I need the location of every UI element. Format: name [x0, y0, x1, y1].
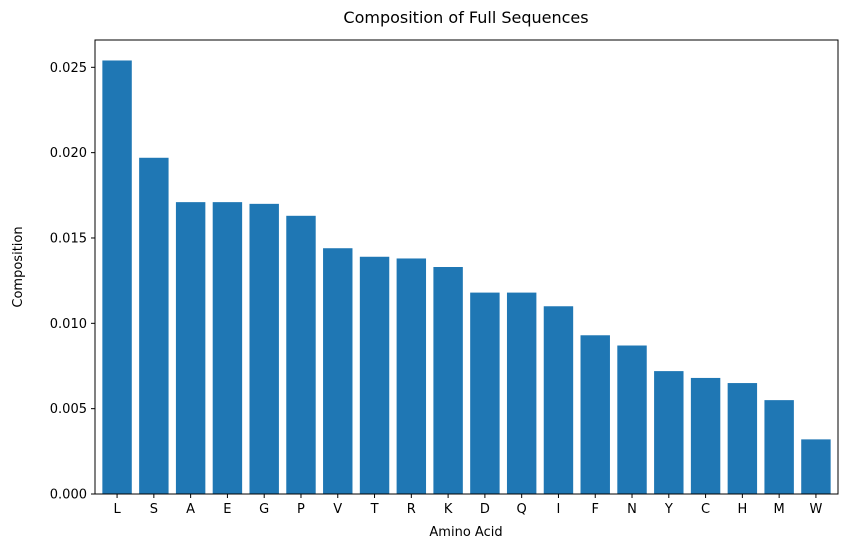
chart-title: Composition of Full Sequences — [343, 8, 588, 27]
y-tick-label: 0.025 — [50, 61, 87, 76]
bar-E — [212, 202, 243, 494]
bar-N — [617, 345, 647, 494]
y-tick-label: 0.000 — [50, 488, 87, 503]
x-tick-label: V — [333, 502, 342, 517]
bar-R — [396, 258, 427, 494]
x-tick-label: Q — [517, 502, 527, 517]
bar-M — [764, 400, 794, 494]
bar-V — [323, 248, 353, 494]
bar-K — [433, 267, 463, 494]
x-tick-label: H — [737, 502, 747, 517]
x-tick-label: S — [150, 502, 158, 517]
bar-D — [470, 292, 500, 494]
x-tick-label: P — [297, 502, 305, 517]
y-tick-label: 0.020 — [50, 146, 87, 161]
bar-C — [690, 377, 721, 494]
y-tick-group: 0.000 0.005 0.010 0.015 0.020 0.025 — [50, 61, 95, 503]
x-tick-label: L — [113, 502, 121, 517]
bar-F — [580, 335, 610, 494]
x-tick-label: A — [186, 502, 195, 517]
bar-I — [543, 306, 574, 494]
bar-G — [249, 203, 279, 494]
y-tick-label: 0.015 — [50, 231, 87, 246]
x-tick-label: I — [557, 502, 561, 517]
bars-group — [102, 60, 831, 495]
x-tick-label: T — [370, 502, 379, 517]
bar-L — [102, 60, 132, 494]
x-tick-label: Y — [664, 502, 673, 517]
x-tick-label: W — [810, 502, 823, 517]
x-tick-label: E — [223, 502, 231, 517]
y-axis-label: Composition — [11, 226, 26, 307]
x-tick-label: M — [774, 502, 785, 517]
bar-Q — [506, 292, 537, 494]
plot-frame — [94, 39, 839, 495]
x-tick-label: R — [407, 502, 416, 517]
y-tick-label: 0.010 — [50, 317, 87, 332]
bar-H — [727, 383, 758, 494]
x-tick-label: N — [627, 502, 637, 517]
x-axis-label: Amino Acid — [429, 525, 502, 540]
bar-P — [286, 215, 316, 495]
bar-W — [801, 439, 831, 494]
bar-Y — [654, 371, 684, 494]
bar-S — [139, 157, 169, 494]
x-tick-label: C — [701, 502, 710, 517]
x-tick-label: D — [480, 502, 490, 517]
x-tick-label: F — [591, 502, 598, 517]
bar-A — [175, 202, 206, 494]
x-tick-label: G — [259, 502, 269, 517]
x-tick-label: K — [444, 502, 453, 517]
bar-T — [359, 256, 390, 494]
y-tick-label: 0.005 — [50, 402, 87, 417]
